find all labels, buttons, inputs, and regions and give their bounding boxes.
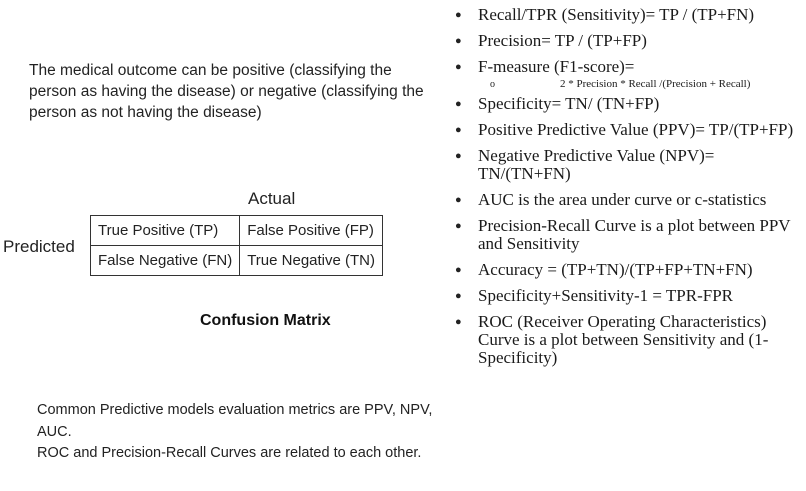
- metric-recall: Recall/TPR (Sensitivity)= TP / (TP+FN): [455, 6, 805, 25]
- f-measure-formula: o 2 * Precision * Recall /(Precision + R…: [490, 78, 751, 90]
- metric-specificity: Specificity= TN/ (TN+FP): [455, 95, 805, 114]
- predicted-label: Predicted: [3, 237, 75, 256]
- summary-text: Common Predictive models evaluation metr…: [37, 400, 437, 465]
- metrics-list: Recall/TPR (Sensitivity)= TP / (TP+FN) P…: [455, 6, 805, 375]
- summary-line-2: ROC and Precision-Recall Curves are rela…: [37, 445, 422, 461]
- cell-true-negative: True Negative (TN): [239, 245, 384, 276]
- metric-auc: AUC is the area under curve or c-statist…: [455, 191, 805, 210]
- confusion-matrix-table: True Positive (TP) False Positive (FP) F…: [89, 215, 384, 276]
- metric-specificity-sensitivity: Specificity+Sensitivity-1 = TPR-FPR: [455, 287, 805, 306]
- matrix-row-negative: False Negative (FN) True Negative (TN): [89, 245, 384, 276]
- ring-bullet-icon: o: [490, 79, 495, 90]
- metric-f-measure: F-measure (F1-score)= o 2 * Precision * …: [455, 58, 805, 91]
- metric-accuracy: Accuracy = (TP+TN)/(TP+FP+TN+FN): [455, 261, 805, 280]
- cell-false-positive: False Positive (FP): [239, 215, 384, 246]
- summary-line-1: Common Predictive models evaluation metr…: [37, 402, 433, 440]
- cell-true-positive: True Positive (TP): [89, 215, 241, 246]
- matrix-row-positive: True Positive (TP) False Positive (FP): [89, 215, 384, 246]
- cell-false-negative: False Negative (FN): [89, 245, 241, 276]
- metric-roc: ROC (Receiver Operating Characteristics)…: [455, 313, 805, 367]
- confusion-matrix-title: Confusion Matrix: [200, 312, 331, 329]
- intro-text: The medical outcome can be positive (cla…: [29, 62, 424, 121]
- actual-label: Actual: [248, 189, 296, 208]
- metric-npv: Negative Predictive Value (NPV)= TN/(TN+…: [455, 147, 805, 183]
- metric-precision-recall-curve: Precision-Recall Curve is a plot between…: [455, 217, 805, 253]
- metric-precision: Precision= TP / (TP+FP): [455, 32, 805, 51]
- metric-ppv: Positive Predictive Value (PPV)= TP/(TP+…: [455, 121, 805, 140]
